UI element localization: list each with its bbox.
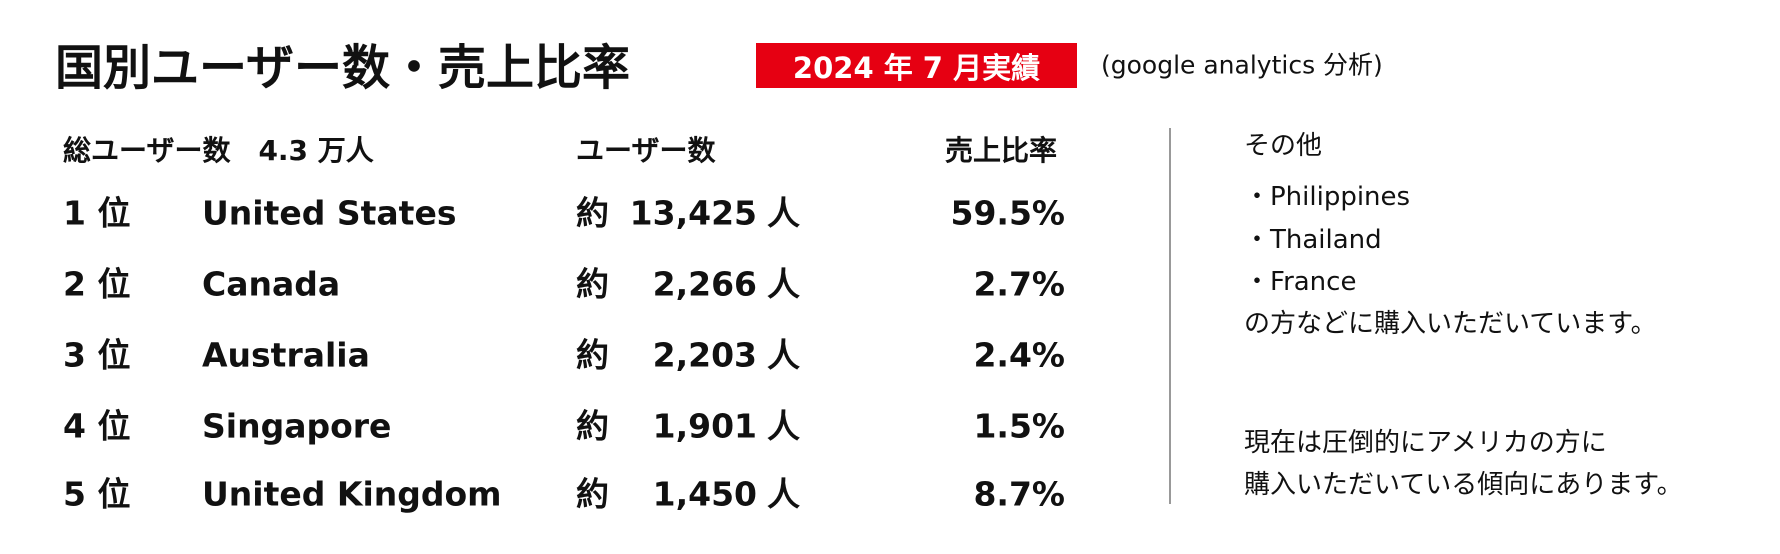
side-item: ・Philippines bbox=[1244, 182, 1411, 212]
rank: 1 位 bbox=[63, 193, 131, 233]
user-count: 1,450 bbox=[652, 474, 757, 514]
country: Australia bbox=[202, 335, 370, 375]
user-count: 2,266 bbox=[652, 264, 757, 304]
rank: 4 位 bbox=[63, 406, 131, 446]
rank: 5 位 bbox=[63, 474, 131, 514]
unit: 人 bbox=[767, 335, 800, 375]
sales-share: 8.7% bbox=[973, 474, 1065, 514]
user-count: 2,203 bbox=[652, 335, 757, 375]
summary-text: 現在は圧倒的にアメリカの方に bbox=[1244, 428, 1607, 458]
side-item: ・France bbox=[1244, 267, 1357, 297]
user-count: 13,425 bbox=[629, 193, 757, 233]
sales-share: 2.4% bbox=[973, 335, 1065, 375]
country: Canada bbox=[202, 264, 341, 304]
country: United States bbox=[202, 193, 457, 233]
unit: 人 bbox=[767, 474, 800, 514]
sales-share: 59.5% bbox=[950, 193, 1066, 233]
approx-prefix: 約 bbox=[576, 335, 609, 375]
unit: 人 bbox=[767, 264, 800, 304]
column-header: 売上比率 bbox=[945, 134, 1058, 167]
unit: 人 bbox=[767, 406, 800, 446]
sales-share: 2.7% bbox=[973, 264, 1065, 304]
approx-prefix: 約 bbox=[576, 474, 609, 514]
divider bbox=[1169, 128, 1171, 504]
approx-prefix: 約 bbox=[576, 406, 609, 446]
unit: 人 bbox=[767, 193, 800, 233]
country: United Kingdom bbox=[202, 474, 502, 514]
title: 国別ユーザー数・売上比率 bbox=[55, 40, 631, 96]
side-heading: その他 bbox=[1244, 131, 1323, 161]
approx-prefix: 約 bbox=[576, 264, 609, 304]
side-item: ・Thailand bbox=[1244, 225, 1382, 255]
rank: 2 位 bbox=[63, 264, 131, 304]
user-count: 1,901 bbox=[652, 406, 757, 446]
column-header: ユーザー数 bbox=[576, 134, 716, 167]
approx-prefix: 約 bbox=[576, 193, 609, 233]
source-note: (google analytics 分析) bbox=[1101, 50, 1383, 80]
country: Singapore bbox=[202, 406, 392, 446]
column-header: 総ユーザー数 4.3 万人 bbox=[63, 134, 374, 167]
sales-share: 1.5% bbox=[973, 406, 1065, 446]
period-badge: 2024 年 7 月実績 bbox=[756, 43, 1077, 88]
rank: 3 位 bbox=[63, 335, 131, 375]
side-text: の方などに購入いただいています。 bbox=[1244, 309, 1657, 339]
summary-text: 購入いただいている傾向にあります。 bbox=[1244, 470, 1683, 500]
